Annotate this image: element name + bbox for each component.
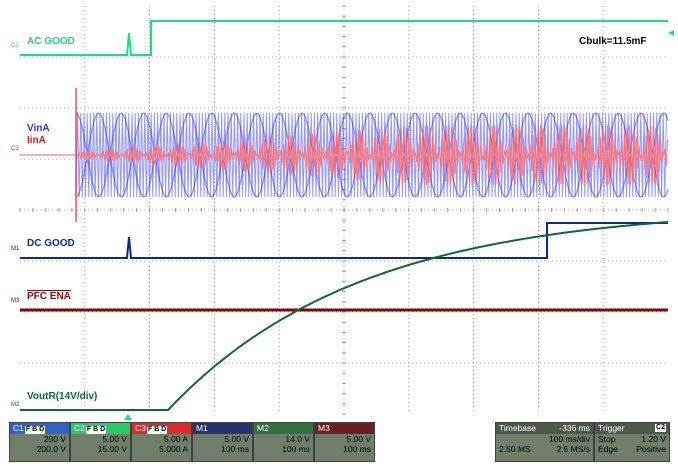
ac-good-label: AC GOOD — [27, 36, 75, 47]
channel-header: M1 — [193, 423, 252, 434]
channel-box-m3[interactable]: M3 5.00 V 100 ms — [314, 422, 375, 462]
m3-marker: M3 — [11, 298, 20, 304]
m1-marker: M1 — [11, 246, 20, 252]
graticule — [19, 5, 669, 415]
c2-marker: C2 — [11, 43, 19, 49]
channel-header: C2 F B D — [71, 423, 130, 434]
dc-good-trace — [20, 222, 668, 259]
m2-marker: M2 — [11, 402, 20, 408]
iina-label: IinA — [27, 135, 46, 146]
vina-label: VinA — [27, 123, 50, 134]
vina-envelope — [75, 155, 669, 199]
ac-good-trace — [20, 20, 668, 56]
pfc-ena-label: PFC ENA — [27, 291, 71, 302]
dc-good-label: DC GOOD — [27, 238, 75, 249]
channel-box-m2[interactable]: M2 14.0 V 100 ms — [253, 422, 314, 462]
channel-header: M2 — [254, 423, 313, 434]
channel-header: C3 F B D — [132, 423, 191, 434]
timebase-header: Timebase -336 ms — [496, 423, 593, 434]
trigger-box[interactable]: Trigger C2 Stop 1.20 V Edge Positive — [594, 422, 670, 462]
voutr-label: VoutR(14V/div) — [27, 391, 98, 402]
cbulk-annotation: Cbulk=11.5mF — [579, 36, 647, 47]
voutr-trace — [20, 221, 669, 411]
timebase-box[interactable]: Timebase -336 ms 100 ms/div 2.50 MS 2.5 M… — [495, 422, 594, 462]
c3-marker: C3 — [11, 146, 19, 152]
trigger-position-icon — [124, 414, 132, 420]
waveforms — [20, 20, 674, 420]
iina-trace — [20, 124, 669, 186]
channel-box-c1[interactable]: C1 F B D 200 V 200.0 V — [9, 422, 70, 462]
channel-header: C1 F B D — [10, 423, 69, 434]
channel-box-c2[interactable]: C2 F B D 5.00 V 15.00 V — [70, 422, 131, 462]
channel-box-m1[interactable]: M1 5.00 V 100 ms — [192, 422, 253, 462]
trigger-header: Trigger C2 — [595, 423, 669, 434]
channel-header: M3 — [315, 423, 374, 434]
channel-box-c3[interactable]: C3 F B D 5.00 A 5.000 A — [131, 422, 192, 462]
vina-envelope — [75, 111, 669, 155]
cbulk-marker-icon — [668, 30, 674, 36]
